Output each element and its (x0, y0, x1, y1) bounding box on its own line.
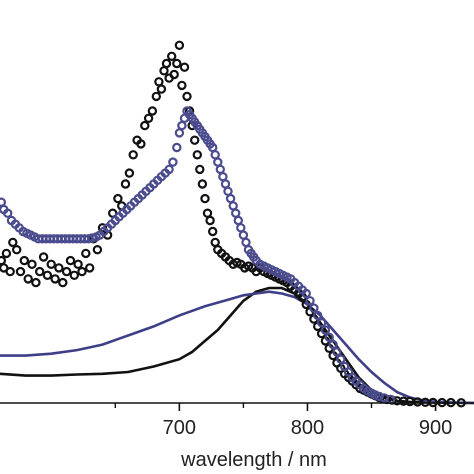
data-point (19, 255, 29, 266)
data-point (2, 208, 13, 218)
data-point (38, 252, 49, 262)
data-point (161, 58, 172, 69)
series-line (0, 290, 474, 405)
data-point (15, 266, 26, 277)
data-point (46, 259, 56, 269)
data-point (164, 164, 174, 175)
data-point (172, 142, 182, 153)
data-point (61, 266, 72, 277)
data-point (202, 208, 213, 218)
data-point (210, 237, 220, 248)
data-point (197, 179, 208, 189)
data-point (5, 266, 15, 277)
data-point (0, 255, 6, 266)
data-point (192, 150, 202, 160)
data-point (215, 164, 225, 175)
data-point (177, 80, 187, 91)
data-point (332, 347, 342, 357)
data-point (54, 263, 64, 273)
data-point (305, 296, 315, 306)
data-point (140, 120, 150, 131)
data-point (205, 215, 215, 226)
data-point (154, 77, 164, 87)
data-point (69, 270, 80, 280)
data-point (81, 248, 91, 259)
data-point (1, 248, 12, 259)
data-point (73, 259, 83, 269)
data-point (236, 223, 246, 233)
data-point (31, 277, 41, 288)
data-point (169, 69, 179, 80)
data-point (174, 128, 185, 138)
data-point (177, 120, 187, 131)
data-point (124, 168, 135, 178)
data-point (200, 193, 210, 204)
data-point (151, 91, 161, 102)
data-point (172, 58, 182, 69)
data-point (241, 237, 251, 248)
data-point (182, 91, 192, 102)
data-point (12, 244, 22, 255)
data-point (92, 244, 103, 255)
x-axis-ticks: 700 800 900 (114, 403, 452, 439)
data-point (374, 391, 384, 402)
data-point (166, 51, 177, 62)
data-point (328, 339, 338, 350)
data-point (0, 197, 6, 207)
data-point (27, 259, 37, 269)
data-point (113, 193, 123, 204)
data-point (336, 354, 346, 364)
data-point (233, 215, 243, 226)
data-point (301, 288, 311, 299)
series-3 (0, 290, 474, 405)
x-tick-label: 900 (419, 417, 452, 439)
data-point (210, 150, 220, 160)
data-point (156, 84, 167, 94)
data-point (159, 66, 169, 76)
data-point (207, 226, 218, 237)
data-point (189, 135, 200, 145)
data-point (128, 150, 138, 160)
data-point (143, 113, 154, 124)
x-tick-label: 700 (163, 417, 196, 439)
data-point (320, 325, 331, 335)
series-layer (0, 40, 474, 408)
data-point (324, 332, 334, 342)
data-point (174, 40, 185, 51)
data-point (316, 318, 327, 328)
data-point (213, 157, 223, 167)
data-point (220, 179, 231, 189)
data-point (50, 274, 60, 284)
series-line (0, 286, 474, 405)
data-point (230, 208, 241, 218)
data-point (136, 139, 146, 149)
data-point (195, 164, 205, 175)
data-point (218, 171, 228, 182)
series-2 (0, 286, 474, 405)
data-point (35, 266, 45, 277)
data-point (8, 237, 18, 248)
data-point (77, 266, 87, 277)
data-point (225, 193, 236, 204)
x-tick-label: 800 (291, 417, 324, 439)
data-point (147, 106, 158, 116)
x-axis-title: wavelength / nm (180, 449, 327, 471)
data-point (42, 270, 53, 280)
series-1 (0, 106, 396, 405)
data-point (65, 255, 76, 266)
data-point (84, 263, 95, 273)
data-point (168, 157, 178, 167)
data-point (179, 62, 190, 72)
data-point (120, 179, 131, 189)
data-point (238, 230, 249, 240)
data-point (58, 277, 68, 288)
data-point (309, 303, 319, 313)
data-point (228, 201, 238, 211)
data-point (313, 310, 323, 321)
data-point (23, 274, 33, 284)
data-point (223, 186, 233, 196)
